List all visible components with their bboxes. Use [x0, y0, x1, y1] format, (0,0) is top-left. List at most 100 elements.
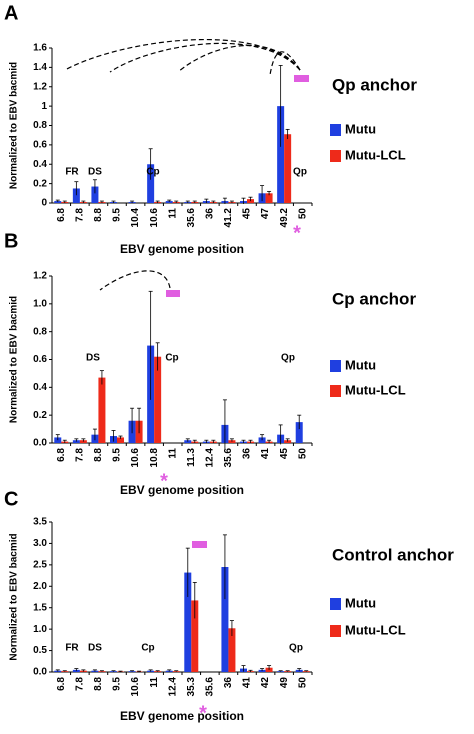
annotation: FR	[65, 643, 79, 654]
x-tick-label: 50	[297, 208, 308, 220]
bar	[147, 164, 155, 203]
x-tick-label: 35.6	[223, 448, 234, 468]
y-tick-label: 0.8	[33, 120, 47, 131]
panel-letter: A	[4, 2, 18, 24]
y-tick-label: 0.0	[33, 438, 47, 449]
x-tick-label: 7.8	[74, 448, 85, 462]
x-tick-label: 35.6	[186, 208, 197, 228]
y-tick-label: 1.0	[33, 298, 47, 309]
x-tick-label: 41.2	[223, 208, 234, 228]
bar	[91, 186, 99, 203]
legend-label: Mutu	[345, 357, 376, 372]
legend-swatch	[330, 385, 341, 397]
legend-label: Mutu-LCL	[345, 382, 406, 397]
x-tick-label: 35.6	[204, 677, 215, 697]
x-tick-label: 36	[204, 208, 215, 220]
x-tick-label: 42	[260, 677, 271, 689]
annotation: Cp	[146, 167, 159, 178]
x-tick-label: 10.4	[130, 208, 141, 228]
y-tick-label: 0.6	[33, 140, 47, 151]
x-tick-label: 9.5	[112, 448, 123, 462]
legend-swatch	[330, 124, 341, 136]
y-tick-label: 0.2	[33, 410, 47, 421]
bar	[98, 377, 106, 443]
bar	[277, 106, 285, 203]
x-tick-label: 9.5	[112, 677, 123, 691]
arrow	[177, 44, 301, 73]
x-tick-label: 6.8	[56, 677, 67, 691]
bar	[295, 422, 303, 443]
annotation: DS	[86, 353, 100, 364]
x-tick-label: 41	[242, 677, 253, 689]
legend-label: Mutu	[345, 121, 376, 136]
annotation: *	[293, 222, 301, 244]
x-tick-label: 12.4	[204, 448, 215, 468]
x-tick-label: 35.3	[186, 677, 197, 697]
annotation: Qp	[281, 353, 295, 364]
y-tick-label: 0.2	[33, 178, 47, 189]
y-tick-label: 1.2	[33, 271, 47, 282]
bar	[265, 667, 273, 672]
x-tick-label: 49	[279, 677, 290, 689]
bar	[117, 437, 124, 443]
y-tick-label: 3.0	[33, 538, 47, 549]
y-tick-label: 2.5	[33, 559, 47, 570]
legend-swatch	[330, 150, 341, 162]
y-axis-label: Normalized to EBV bacmid	[9, 533, 20, 660]
annotation: DS	[88, 167, 102, 178]
x-tick-label: 45	[242, 208, 253, 220]
anchor-marker	[192, 541, 207, 548]
bar	[221, 567, 229, 672]
x-axis-label: EBV genome position	[120, 242, 244, 256]
annotation: DS	[88, 643, 102, 654]
bar	[154, 356, 162, 443]
legend-swatch	[330, 360, 341, 372]
x-tick-label: 10.6	[130, 677, 141, 697]
y-tick-label: 2.0	[33, 581, 47, 592]
x-tick-label: 36	[223, 677, 234, 689]
y-tick-label: 0.4	[33, 159, 47, 170]
annotation: Qp	[289, 643, 303, 654]
annotation: *	[199, 702, 207, 724]
y-tick-label: 3.5	[33, 517, 47, 528]
bar	[265, 193, 273, 203]
arrow	[269, 51, 301, 76]
x-tick-label: 7.8	[74, 677, 85, 691]
x-tick-label: 11.3	[186, 448, 197, 467]
x-tick-label: 6.8	[56, 208, 67, 222]
x-tick-label: 50	[297, 448, 308, 460]
legend-label: Mutu	[345, 595, 376, 610]
panel-letter: B	[4, 230, 18, 252]
bar	[72, 188, 80, 203]
annotation: *	[160, 470, 168, 492]
x-tick-label: 8.8	[93, 677, 104, 691]
y-tick-label: 1.0	[33, 624, 47, 635]
x-axis-label: EBV genome position	[120, 483, 244, 497]
x-tick-label: 12.4	[167, 677, 178, 697]
bar	[284, 134, 292, 203]
panel-letter: C	[4, 488, 18, 510]
y-tick-label: 1.5	[33, 602, 47, 613]
y-tick-label: 1	[41, 101, 47, 112]
panel-title: Cp anchor	[332, 289, 416, 308]
x-tick-label: 8.8	[93, 208, 104, 222]
x-tick-label: 10.8	[149, 448, 160, 468]
anchor-marker	[294, 75, 309, 82]
x-tick-label: 41	[260, 448, 271, 460]
x-axis-label: EBV genome position	[120, 709, 244, 723]
x-tick-label: 49.2	[279, 208, 290, 228]
bar	[191, 600, 199, 672]
x-tick-label: 6.8	[56, 448, 67, 462]
x-tick-label: 47	[260, 208, 271, 220]
bar	[228, 628, 236, 672]
y-tick-label: 0.0	[33, 667, 47, 678]
x-tick-label: 45	[279, 448, 290, 460]
annotation: Cp	[141, 643, 154, 654]
x-tick-label: 7.8	[74, 208, 85, 222]
y-axis-label: Normalized to EBV bacmid	[9, 296, 20, 423]
arrow	[109, 42, 301, 73]
legend-swatch	[330, 598, 341, 610]
anchor-marker	[166, 290, 180, 297]
y-tick-label: 1.6	[33, 43, 47, 54]
